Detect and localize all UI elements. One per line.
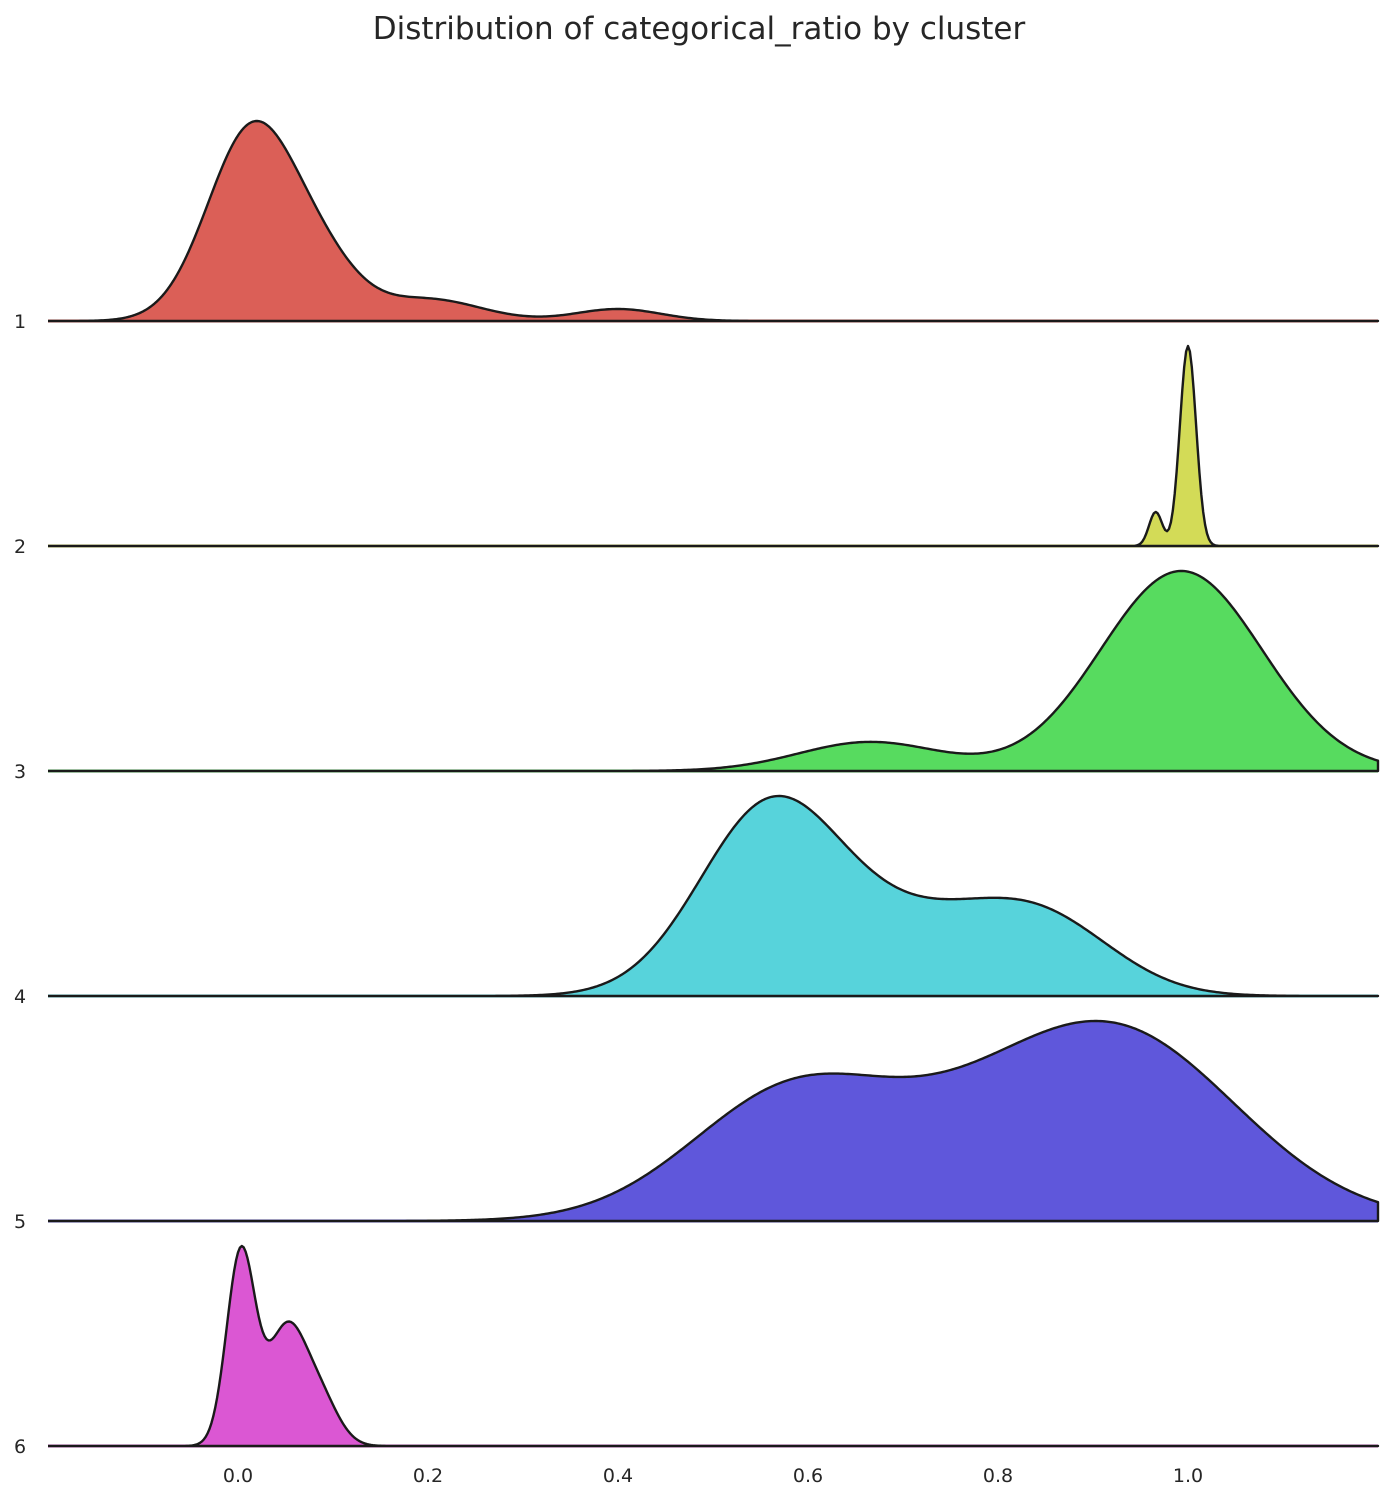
ridge-cluster-3: 3 [14, 569, 1380, 783]
ridge-cluster-2: 2 [14, 344, 1380, 558]
ridge-cluster-4: 4 [14, 794, 1380, 1008]
x-tick-label: 1.0 [1173, 1465, 1203, 1487]
x-tick-label: 0.6 [793, 1465, 823, 1487]
cluster-label-3: 3 [14, 761, 26, 783]
density-outline-2 [48, 344, 1380, 548]
density-outline-1 [48, 119, 1380, 323]
x-tick-label: 0.2 [413, 1465, 443, 1487]
x-tick-label: 0.4 [603, 1465, 633, 1487]
density-outline-3 [48, 569, 1380, 773]
cluster-label-1: 1 [14, 311, 26, 333]
x-axis: 0.0 0.2 0.4 0.6 0.8 1.0 [223, 1465, 1203, 1487]
chart-title: Distribution of categorical_ratio by clu… [373, 11, 1026, 47]
ridge-cluster-6: 6 [14, 1244, 1380, 1458]
density-area-1 [48, 121, 1378, 321]
cluster-label-5: 5 [14, 1211, 26, 1233]
x-tick-label: 0.8 [983, 1465, 1013, 1487]
density-outline-4 [48, 794, 1380, 998]
ridges: 1 2 3 4 5 6 [14, 119, 1380, 1458]
ridge-cluster-5: 5 [14, 1019, 1380, 1233]
ridge-cluster-1: 1 [14, 119, 1380, 333]
cluster-label-4: 4 [14, 986, 26, 1008]
x-tick-label: 0.0 [223, 1465, 253, 1487]
density-area-3 [48, 571, 1378, 771]
density-area-4 [48, 796, 1378, 996]
cluster-label-2: 2 [14, 536, 26, 558]
cluster-label-6: 6 [14, 1436, 26, 1458]
density-area-6 [48, 1246, 1378, 1446]
density-outline-6 [48, 1244, 1380, 1448]
density-area-5 [48, 1021, 1378, 1221]
density-outline-5 [48, 1019, 1380, 1223]
